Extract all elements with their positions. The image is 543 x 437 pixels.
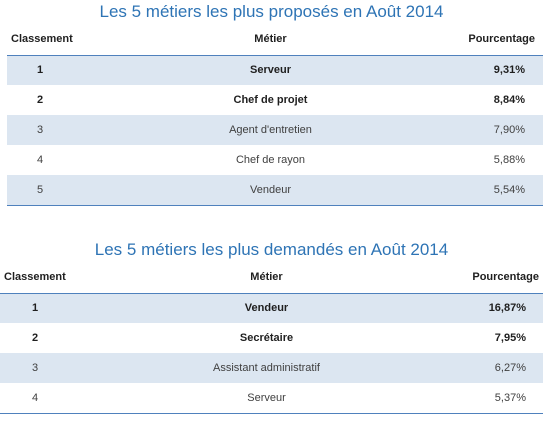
percentage-cell: 8,84% [493, 94, 525, 106]
header-rank: Classement [7, 24, 113, 56]
percentage-cell: 5,54% [428, 175, 543, 206]
percentage-cell: 7,90% [428, 115, 543, 145]
requested-jobs-table: Classement Métier Pourcentage 1 Vendeur … [0, 262, 543, 414]
table-row: 2 Secrétaire 7,95% [0, 323, 543, 353]
table-row: 4 Serveur 5,37% [0, 383, 543, 414]
rank-cell: 5 [7, 175, 113, 206]
header-percentage: Pourcentage [438, 262, 543, 294]
rank-cell: 4 [0, 383, 95, 414]
requested-jobs-title: Les 5 métiers les plus demandés en Août … [94, 240, 449, 259]
offered-jobs-section: Les 5 métiers les plus proposés en Août … [0, 0, 543, 206]
job-cell: Secrétaire [239, 332, 294, 344]
table-row: 1 Vendeur 16,87% [0, 293, 543, 323]
percentage-cell: 7,95% [494, 332, 526, 344]
header-job: Métier [95, 262, 438, 294]
job-cell: Serveur [95, 383, 438, 414]
rank-cell: 2 [37, 94, 44, 106]
table-header-row: Classement Métier Pourcentage [7, 24, 543, 56]
job-cell: Chef de projet [233, 94, 308, 106]
percentage-cell: 9,31% [428, 55, 543, 85]
header-rank: Classement [0, 262, 95, 294]
rank-cell: 1 [0, 293, 95, 323]
percentage-cell: 5,88% [493, 154, 525, 166]
job-cell: Agent d'entretien [113, 115, 428, 145]
header-job: Métier [113, 24, 428, 56]
job-cell: Chef de rayon [235, 154, 306, 166]
table-row: 4 Chef de rayon 5,88% [7, 145, 543, 175]
table-row: 3 Assistant administratif 6,27% [0, 353, 543, 383]
table-row: 5 Vendeur 5,54% [7, 175, 543, 206]
percentage-cell: 5,37% [438, 383, 543, 414]
offered-jobs-table: Classement Métier Pourcentage 1 Serveur … [7, 24, 543, 206]
rank-cell: 4 [37, 154, 44, 166]
job-cell: Vendeur [113, 175, 428, 206]
header-percentage: Pourcentage [428, 24, 543, 56]
job-cell: Serveur [113, 55, 428, 85]
table-row: 3 Agent d'entretien 7,90% [7, 115, 543, 145]
job-cell: Assistant administratif [95, 353, 438, 383]
rank-cell: 3 [7, 115, 113, 145]
rank-cell: 1 [7, 55, 113, 85]
table-row: 2 Chef de projet 8,84% [7, 85, 543, 115]
job-cell: Vendeur [95, 293, 438, 323]
table-row: 1 Serveur 9,31% [7, 55, 543, 85]
requested-jobs-section: Les 5 métiers les plus demandés en Août … [0, 238, 543, 414]
table-header-row: Classement Métier Pourcentage [0, 262, 543, 294]
offered-jobs-title: Les 5 métiers les plus proposés en Août … [99, 2, 444, 21]
percentage-cell: 6,27% [438, 353, 543, 383]
rank-cell: 3 [0, 353, 95, 383]
rank-cell: 2 [32, 332, 39, 344]
percentage-cell: 16,87% [438, 293, 543, 323]
